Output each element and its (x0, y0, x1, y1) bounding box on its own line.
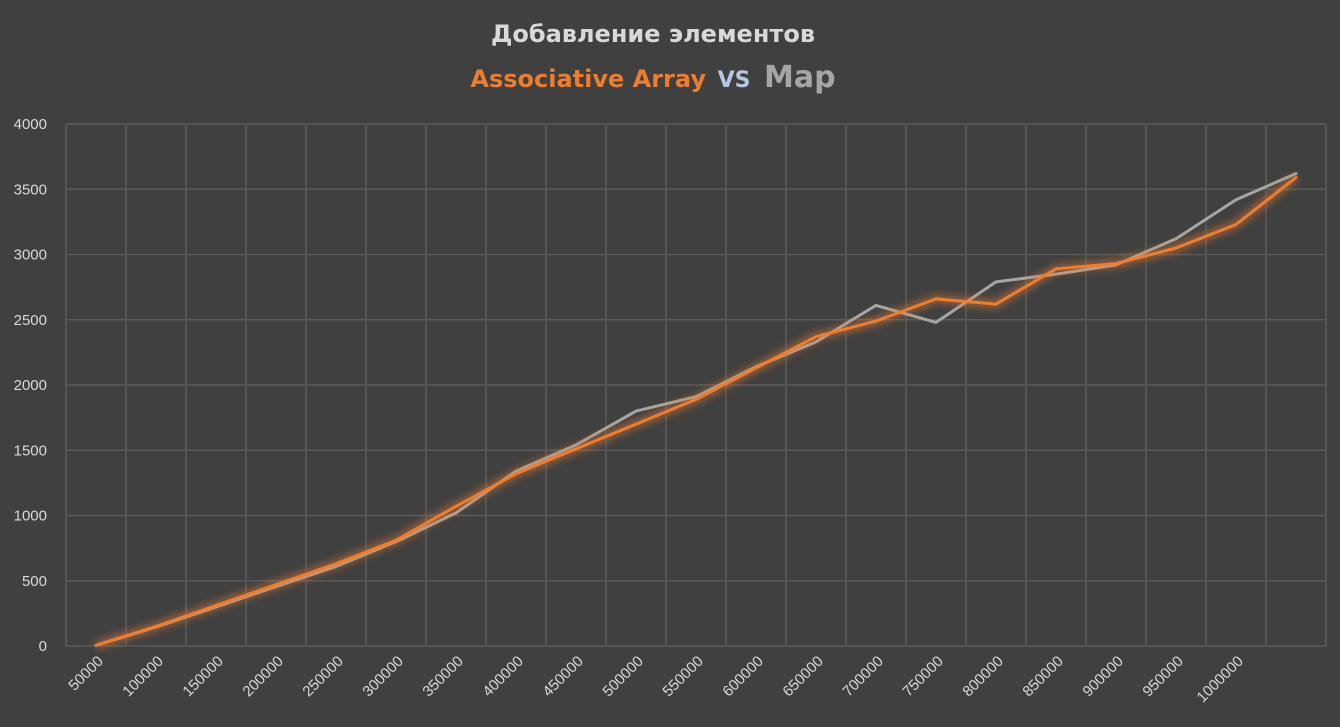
x-tick-label: 150000 (179, 653, 226, 700)
x-tick-label: 700000 (839, 653, 886, 700)
series-lines (94, 172, 1299, 650)
x-tick-label: 900000 (1079, 653, 1126, 700)
x-tick-label: 250000 (299, 653, 346, 700)
x-tick-label: 200000 (239, 653, 286, 700)
x-tick-label: 500000 (599, 653, 646, 700)
subtitle-series-b: Map (764, 60, 836, 95)
series-line-glow-associative-array (94, 174, 1299, 650)
subtitle-series-a: Associative Array (470, 65, 706, 93)
subtitle-vs: VS (718, 68, 751, 93)
series-line-associative-array (94, 176, 1298, 647)
x-tick-label: 300000 (359, 653, 406, 700)
x-tick-label: 1000000 (1194, 653, 1247, 706)
y-tick-label: 4000 (14, 116, 47, 133)
x-tick-label: 450000 (539, 653, 586, 700)
x-tick-label: 650000 (779, 653, 826, 700)
y-tick-label: 1500 (14, 442, 47, 459)
y-tick-label: 0 (39, 638, 47, 655)
chart-title: Добавление элементов (491, 20, 815, 48)
x-tick-label: 550000 (659, 653, 706, 700)
y-tick-label: 500 (22, 573, 47, 590)
x-tick-label: 400000 (479, 653, 526, 700)
grid-lines (65, 123, 1327, 647)
x-tick-label: 750000 (899, 653, 946, 700)
y-tick-label: 3000 (14, 247, 47, 264)
x-tick-label: 850000 (1019, 653, 1066, 700)
y-tick-label: 1000 (14, 508, 47, 525)
series-line-map (94, 172, 1298, 647)
y-axis-ticks: 0 500 1000 1500 2000 2500 3000 3500 4000 (14, 116, 47, 655)
x-axis-ticks: 50000 100000 150000 200000 250000 300000 35000… (65, 653, 1247, 706)
x-tick-label: 950000 (1139, 653, 1186, 700)
x-tick-label: 600000 (719, 653, 766, 700)
x-tick-label: 350000 (419, 653, 466, 700)
x-tick-label: 800000 (959, 653, 1006, 700)
y-tick-label: 3500 (14, 181, 47, 198)
y-tick-label: 2500 (14, 312, 47, 329)
x-tick-label: 50000 (65, 653, 107, 695)
chart-subtitle: Associative Array VS Map (470, 60, 835, 95)
y-tick-label: 2000 (14, 377, 47, 394)
x-tick-label: 100000 (119, 653, 166, 700)
